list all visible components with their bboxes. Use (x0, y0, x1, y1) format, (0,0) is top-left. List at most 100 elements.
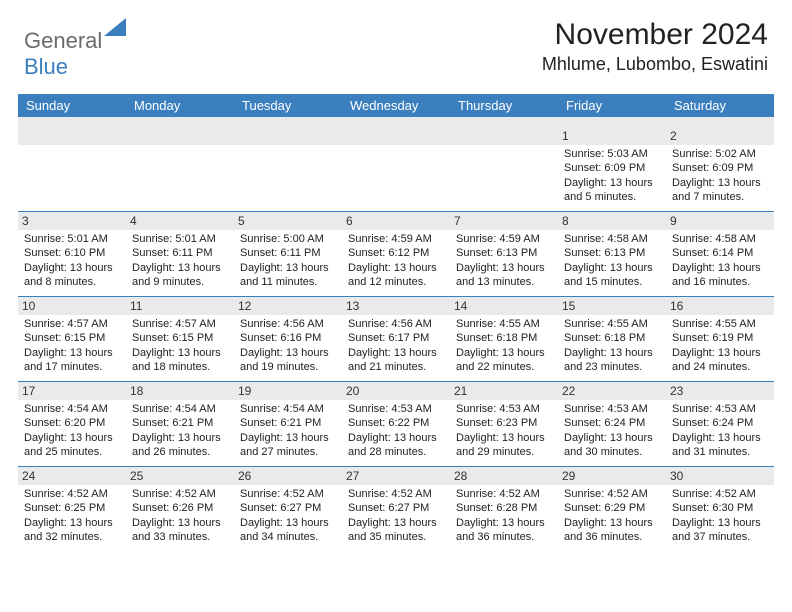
day-cell: 9Sunrise: 4:58 AMSunset: 6:14 PMDaylight… (666, 212, 774, 296)
day-cell: 8Sunrise: 4:58 AMSunset: 6:13 PMDaylight… (558, 212, 666, 296)
sunset-text: Sunset: 6:12 PM (348, 246, 444, 260)
sunrise-text: Sunrise: 4:54 AM (240, 402, 336, 416)
sunset-text: Sunset: 6:09 PM (672, 161, 768, 175)
day-info: Sunrise: 4:52 AMSunset: 6:28 PMDaylight:… (456, 487, 552, 544)
week-row: 17 Sunrise: 4:54 AMSunset: 6:20 PMDayligh… (18, 381, 774, 466)
day-cell: 3Sunrise: 5:01 AMSunset: 6:10 PMDaylight… (18, 212, 126, 296)
day-cell: 29Sunrise: 4:52 AMSunset: 6:29 PMDayligh… (558, 467, 666, 551)
sunrise-text: Sunrise: 5:01 AM (24, 232, 120, 246)
day-number: 22 (558, 382, 666, 400)
day-cell: 17 Sunrise: 4:54 AMSunset: 6:20 PMDayligh… (18, 382, 126, 466)
day-info: Sunrise: 4:53 AMSunset: 6:24 PMDaylight:… (564, 402, 660, 459)
sunrise-text: Sunrise: 4:59 AM (456, 232, 552, 246)
sunrise-text: Sunrise: 4:54 AM (132, 402, 228, 416)
day-info: Sunrise: 5:01 AMSunset: 6:11 PMDaylight:… (132, 232, 228, 289)
dow-sunday: Sunday (18, 94, 126, 117)
logo-triangle-icon (104, 18, 126, 36)
sunrise-text: Sunrise: 4:52 AM (672, 487, 768, 501)
week-row: 3Sunrise: 5:01 AMSunset: 6:10 PMDaylight… (18, 211, 774, 296)
day-info: Sunrise: 4:56 AMSunset: 6:16 PMDaylight:… (240, 317, 336, 374)
logo: General Blue (24, 18, 126, 80)
logo-text-gray: General (24, 28, 102, 53)
sunset-text: Sunset: 6:13 PM (456, 246, 552, 260)
daylight-text: Daylight: 13 hours and 30 minutes. (564, 431, 660, 460)
daylight-text: Daylight: 13 hours and 8 minutes. (24, 261, 120, 290)
day-cell: 24Sunrise: 4:52 AMSunset: 6:25 PMDayligh… (18, 467, 126, 551)
day-number: 6 (342, 212, 450, 230)
day-cell (18, 127, 126, 211)
daylight-text: Daylight: 13 hours and 31 minutes. (672, 431, 768, 460)
day-number: 19 (234, 382, 342, 400)
day-number (450, 127, 558, 145)
sunset-text: Sunset: 6:21 PM (132, 416, 228, 430)
dow-saturday: Saturday (666, 94, 774, 117)
day-number: 5 (234, 212, 342, 230)
day-number: 20 (342, 382, 450, 400)
day-cell (126, 127, 234, 211)
sunrise-text: Sunrise: 4:58 AM (672, 232, 768, 246)
day-info: Sunrise: 4:55 AMSunset: 6:18 PMDaylight:… (564, 317, 660, 374)
week-row: 24 Sunrise: 4:52 AM Sunset: 6:25 PM Dayligh… (18, 466, 774, 551)
sunrise-text: Sunrise: 4:57 AM (24, 317, 120, 331)
day-number: 12 (234, 297, 342, 315)
day-cell: 23Sunrise: 4:53 AMSunset: 6:24 PMDayligh… (666, 382, 774, 466)
daylight-text: Daylight: 13 hours and 17 minutes. (24, 346, 120, 375)
day-cell: 11Sunrise: 4:57 AMSunset: 6:15 PMDayligh… (126, 297, 234, 381)
day-info: Sunrise: 4:59 AMSunset: 6:12 PMDaylight:… (348, 232, 444, 289)
sunrise-text: Sunrise: 4:53 AM (348, 402, 444, 416)
day-info: Sunrise: 4:55 AMSunset: 6:18 PMDaylight:… (456, 317, 552, 374)
day-number: 4 (126, 212, 234, 230)
daylight-text: Daylight: 13 hours and 23 minutes. (564, 346, 660, 375)
day-info: Sunrise: 4:52 AMSunset: 6:30 PMDaylight:… (672, 487, 768, 544)
sunrise-text: Sunrise: 4:52 AM (456, 487, 552, 501)
daylight-text: Daylight: 13 hours and 29 minutes. (456, 431, 552, 460)
sunset-text: Sunset: 6:22 PM (348, 416, 444, 430)
dow-thursday: Thursday (450, 94, 558, 117)
day-info: Sunrise: 4:58 AMSunset: 6:13 PMDaylight:… (564, 232, 660, 289)
daylight-text: Daylight: 13 hours and 9 minutes. (132, 261, 228, 290)
sunset-text: Sunset: 6:30 PM (672, 501, 768, 515)
day-number: 7 (450, 212, 558, 230)
sunset-text: Sunset: 6:24 PM (564, 416, 660, 430)
day-cell: 5Sunrise: 5:00 AMSunset: 6:11 PMDaylight… (234, 212, 342, 296)
daylight-text: Daylight: 13 hours and 21 minutes. (348, 346, 444, 375)
day-cell: 18Sunrise: 4:54 AMSunset: 6:21 PMDayligh… (126, 382, 234, 466)
sunrise-text: Sunrise: 4:55 AM (564, 317, 660, 331)
day-number: 1 (558, 127, 666, 145)
day-info: Sunrise: 5:03 AMSunset: 6:09 PMDaylight:… (564, 147, 660, 204)
day-cell (234, 127, 342, 211)
sunset-text: Sunset: 6:25 PM (24, 501, 120, 515)
sunrise-text: Sunrise: 4:56 AM (348, 317, 444, 331)
sunset-text: Sunset: 6:28 PM (456, 501, 552, 515)
day-info: Sunrise: 4:54 AMSunset: 6:20 PMDaylight:… (24, 402, 120, 459)
day-cell: 30Sunrise: 4:52 AMSunset: 6:30 PMDayligh… (666, 467, 774, 551)
day-info: Sunrise: 5:02 AMSunset: 6:09 PMDaylight:… (672, 147, 768, 204)
daylight-text: Daylight: 13 hours and 25 minutes. (24, 431, 120, 460)
day-number: 10 (18, 297, 126, 315)
day-number (18, 127, 126, 145)
sunset-text: Sunset: 6:11 PM (240, 246, 336, 260)
daylight-text: Daylight: 13 hours and 5 minutes. (564, 176, 660, 205)
sunset-text: Sunset: 6:24 PM (672, 416, 768, 430)
day-number: 17 (18, 382, 126, 400)
day-cell: 7Sunrise: 4:59 AMSunset: 6:13 PMDaylight… (450, 212, 558, 296)
day-number: 16 (666, 297, 774, 315)
daylight-text: Daylight: 13 hours and 35 minutes. (348, 516, 444, 545)
day-cell: 20Sunrise: 4:53 AMSunset: 6:22 PMDayligh… (342, 382, 450, 466)
daylight-text: Daylight: 13 hours and 11 minutes. (240, 261, 336, 290)
sunrise-text: Sunrise: 4:54 AM (24, 402, 120, 416)
day-number: 24 (18, 467, 126, 485)
sunrise-text: Sunrise: 4:52 AM (348, 487, 444, 501)
daylight-text: Daylight: 13 hours and 36 minutes. (564, 516, 660, 545)
day-number: 26 (234, 467, 342, 485)
sunset-text: Sunset: 6:27 PM (348, 501, 444, 515)
sunrise-text: Sunrise: 4:53 AM (564, 402, 660, 416)
day-number: 13 (342, 297, 450, 315)
day-info: Sunrise: 4:53 AMSunset: 6:23 PMDaylight:… (456, 402, 552, 459)
day-cell: 22 Sunrise: 4:53 AMSunset: 6:24 PMDayligh… (558, 382, 666, 466)
weeks-container: 1Sunrise: 5:03 AMSunset: 6:09 PMDaylight… (18, 127, 774, 551)
day-cell: 21Sunrise: 4:53 AMSunset: 6:23 PMDayligh… (450, 382, 558, 466)
sunrise-text: Sunrise: 5:03 AM (564, 147, 660, 161)
daylight-text: Daylight: 13 hours and 33 minutes. (132, 516, 228, 545)
day-info: Sunrise: 4:52 AMSunset: 6:29 PMDaylight:… (564, 487, 660, 544)
